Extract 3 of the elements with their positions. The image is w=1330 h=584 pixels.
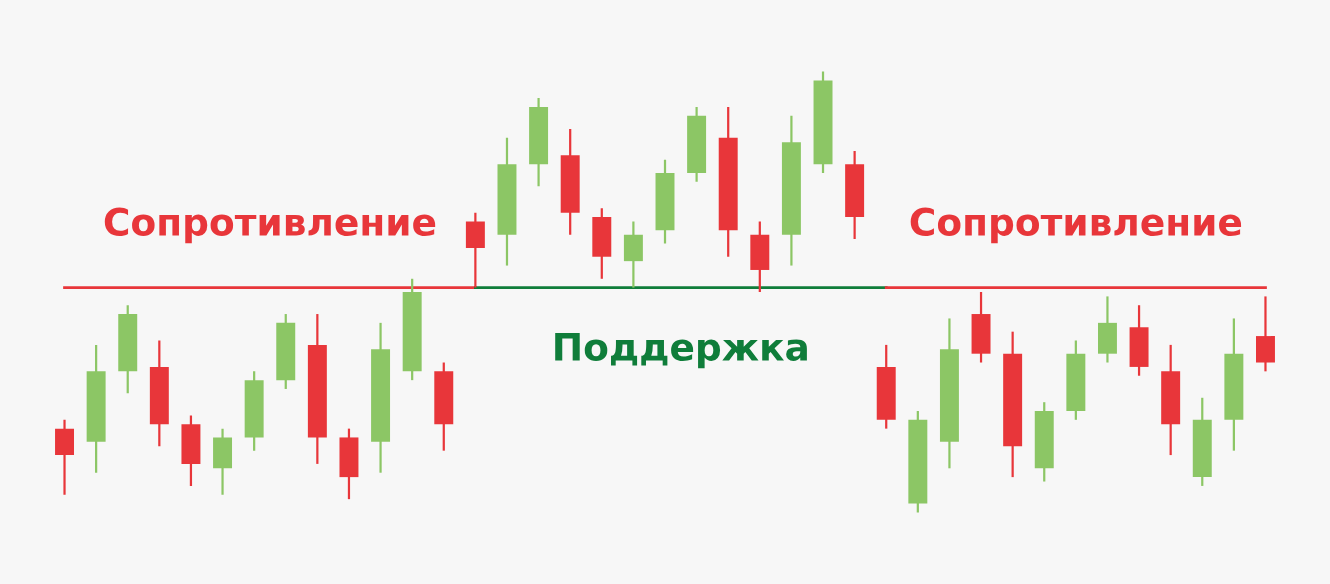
series-label: Сопротивление <box>910 207 1242 244</box>
series-label: Сопротивление <box>104 207 436 244</box>
series-label: Поддержка <box>555 333 807 369</box>
